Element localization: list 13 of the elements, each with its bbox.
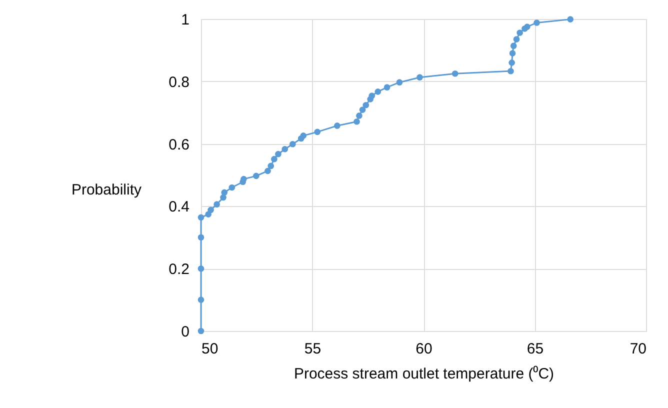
y-tick-label: 0.4 xyxy=(168,198,190,216)
y-axis-title: Probability xyxy=(71,182,142,198)
x-tick-label: 60 xyxy=(416,340,432,358)
x-tick-label: 55 xyxy=(304,340,322,358)
y-tick-label: 0 xyxy=(181,324,190,340)
x-tick-label: 70 xyxy=(630,340,646,358)
x-tick-label: 50 xyxy=(202,340,218,358)
x-axis-title: Process stream outlet temperature (⁰C) xyxy=(294,366,554,382)
y-tick-label: 1 xyxy=(181,12,190,28)
y-tick-label: 0.2 xyxy=(168,261,190,278)
x-tick-label: 65 xyxy=(526,340,544,358)
y-tick-label: 0.8 xyxy=(168,74,190,91)
y-tick-label: 0.6 xyxy=(168,136,190,154)
